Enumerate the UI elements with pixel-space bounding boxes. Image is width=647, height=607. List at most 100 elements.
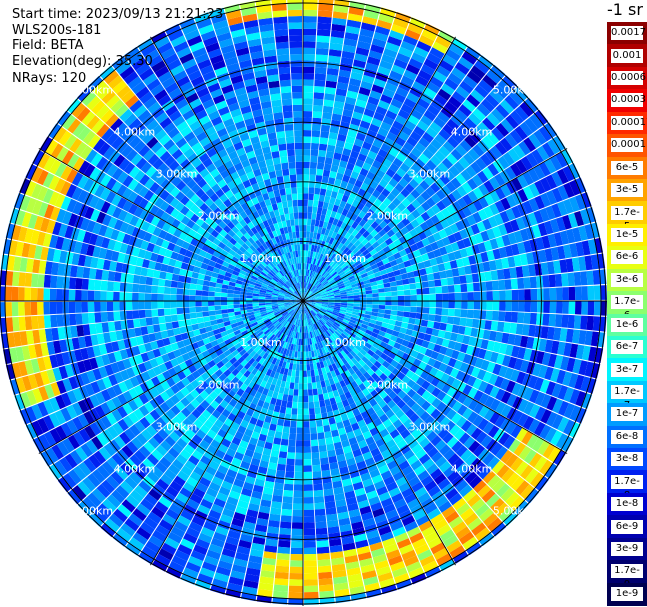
range-gate [399,413,409,424]
range-gate [316,252,321,260]
range-gate [458,432,471,445]
range-gate [533,164,546,180]
range-gate [295,452,303,460]
range-gate [291,522,303,529]
range-gate [303,174,310,181]
range-gate [303,98,313,105]
range-gate [372,304,379,309]
range-gate [321,302,329,304]
range-gate [492,310,499,321]
range-gate [493,84,509,99]
range-gate [384,309,392,315]
range-gate [368,322,376,328]
range-gate [365,329,373,336]
range-gate [413,344,422,353]
range-gate [510,369,520,382]
range-gate [312,271,316,278]
range-gate [478,405,490,418]
range-gate [326,308,334,313]
range-gate [233,290,241,295]
range-gate [508,356,518,369]
range-gate [310,219,316,226]
range-gate [359,338,367,346]
range-gate [319,590,335,599]
range-gate [321,247,326,255]
range-gate [209,315,217,321]
range-gate [316,29,331,37]
range-gate [566,357,576,373]
range-gate [273,584,289,592]
range-gate [532,337,541,351]
range-gate [339,287,346,291]
range-gate [407,423,418,434]
range-gate [466,70,482,84]
range-gate [457,404,468,416]
range-gate [478,272,486,282]
range-gate [411,428,422,439]
range-gate [485,438,498,452]
range-gate [459,228,469,240]
range-gate [81,313,89,325]
range-gate [330,253,337,260]
range-gate [114,320,122,331]
range-gate [308,303,315,307]
range-gate [593,285,601,300]
range-gate [461,301,468,309]
range-gate [347,218,355,227]
range-gate [484,395,495,408]
range-gate [313,225,319,233]
range-gate [311,310,316,316]
range-gate [81,301,88,313]
range-gate [551,171,563,187]
range-gate [429,307,436,315]
range-gate [346,210,354,219]
range-gate [335,267,343,273]
range-gate [396,310,404,317]
range-gate [320,457,329,465]
range-gate [550,430,563,446]
range-gate [323,263,329,271]
range-gate [432,41,448,54]
range-gate [319,137,329,145]
range-gate [530,472,544,488]
range-gate [439,246,448,256]
range-gate [379,373,388,382]
range-gate [505,290,512,301]
range-gate [366,339,375,346]
range-gate [393,269,401,277]
range-gate [423,58,439,71]
range-gate [303,497,314,504]
range-gate [425,404,436,415]
range-gate [487,163,499,177]
range-gate [348,176,357,186]
range-gate [428,419,440,431]
range-gate [362,249,370,257]
range-gate [157,293,164,301]
range-gate [324,86,336,95]
range-gate [563,244,572,259]
range-gate [353,306,360,310]
range-gate [313,86,325,94]
range-gate [546,190,557,205]
range-gate [309,277,314,284]
range-gate [479,281,487,292]
range-gate [306,231,310,238]
range-gate [590,362,601,379]
range-gate [379,381,389,391]
range-gate [440,185,452,197]
range-gate [151,293,158,301]
range-gate [353,207,362,216]
range-gate [303,73,315,80]
range-gate [558,400,569,416]
range-gate [421,313,429,321]
range-gate [550,247,560,261]
range-gate [397,262,406,270]
range-gate [373,111,385,122]
range-gate [359,167,369,177]
range-gate [417,332,426,340]
range-gate [464,453,478,467]
range-gate [397,295,405,301]
range-gate [578,225,588,241]
range-gate [330,315,337,320]
range-gate [536,275,544,288]
